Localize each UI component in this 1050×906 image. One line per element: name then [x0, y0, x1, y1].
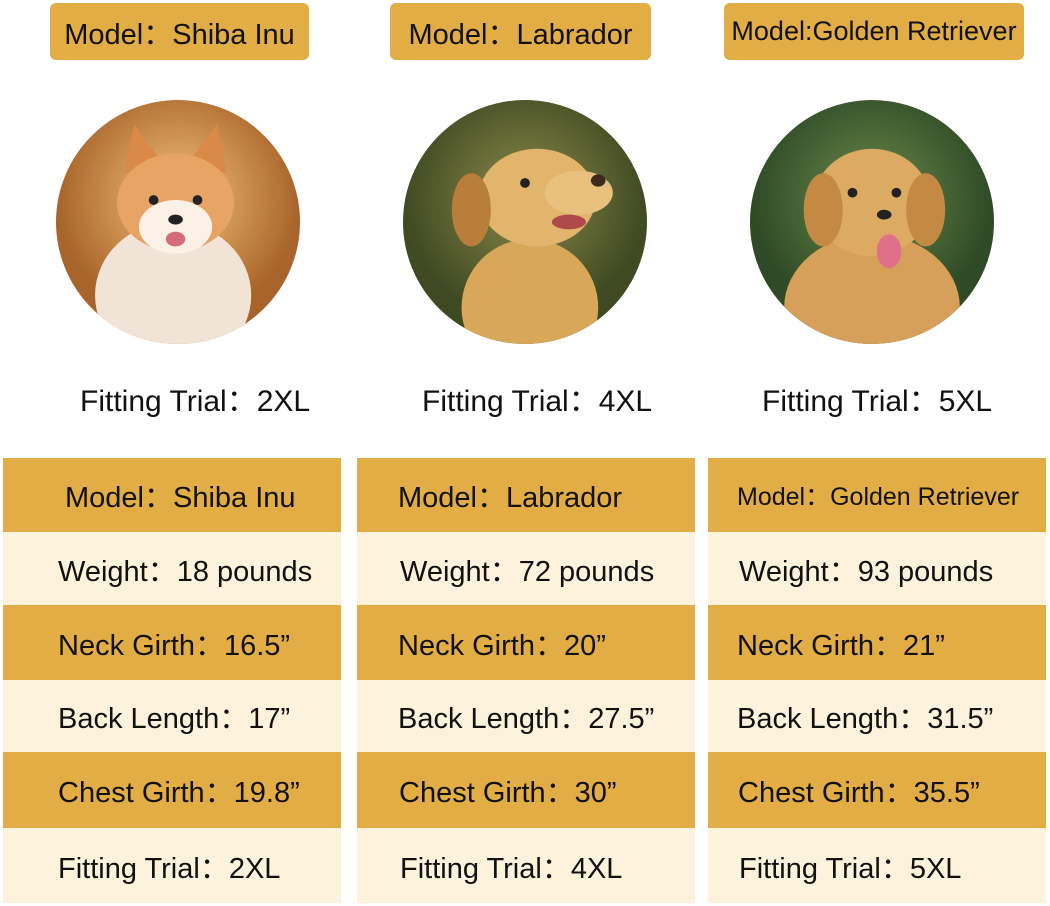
table-row-neck-girth: Neck Girth：20”	[357, 605, 695, 680]
table-row-model: Model：Golden Retriever	[708, 458, 1046, 532]
table-row-back-length: Back Length：31.5”	[708, 680, 1046, 752]
table-row-chest-girth: Chest Girth：35.5”	[708, 752, 1046, 828]
table-row-model: Model：Labrador	[357, 458, 695, 532]
table-row-model: Model：Shiba Inu	[3, 458, 341, 532]
table-row-neck-girth: Neck Girth：21”	[708, 605, 1046, 680]
labrador-photo	[403, 100, 647, 344]
table-row-neck-girth: Neck Girth：16.5”	[3, 605, 341, 680]
shiba-inu-photo	[56, 100, 300, 344]
model-tag-labrador: Model：Labrador	[390, 3, 651, 60]
table-row-weight: Weight：18 pounds	[3, 532, 341, 605]
fitting-trial-shiba: Fitting Trial：2XL	[80, 385, 311, 418]
model-tag-golden: Model:Golden Retriever	[724, 3, 1024, 60]
table-row-chest-girth: Chest Girth：30”	[357, 752, 695, 828]
table-row-back-length: Back Length：17”	[3, 680, 341, 752]
fitting-trial-golden: Fitting Trial：5XL	[762, 385, 993, 418]
size-table-golden: Model：Golden Retriever Weight：93 pounds …	[708, 458, 1046, 903]
table-row-fitting-trial: Fitting Trial：5XL	[708, 828, 1046, 903]
table-row-chest-girth: Chest Girth：19.8”	[3, 752, 341, 828]
table-row-back-length: Back Length：27.5”	[357, 680, 695, 752]
model-tag-shiba: Model：Shiba Inu	[50, 3, 309, 60]
fitting-trial-labrador: Fitting Trial：4XL	[422, 385, 653, 418]
table-row-weight: Weight：72 pounds	[357, 532, 695, 605]
size-table-shiba: Model：Shiba Inu Weight：18 pounds Neck Gi…	[3, 458, 341, 903]
table-row-fitting-trial: Fitting Trial：2XL	[3, 828, 341, 903]
table-row-weight: Weight：93 pounds	[708, 532, 1046, 605]
golden-retriever-photo	[750, 100, 994, 344]
size-table-labrador: Model：Labrador Weight：72 pounds Neck Gir…	[357, 458, 695, 903]
table-row-fitting-trial: Fitting Trial：4XL	[357, 828, 695, 903]
